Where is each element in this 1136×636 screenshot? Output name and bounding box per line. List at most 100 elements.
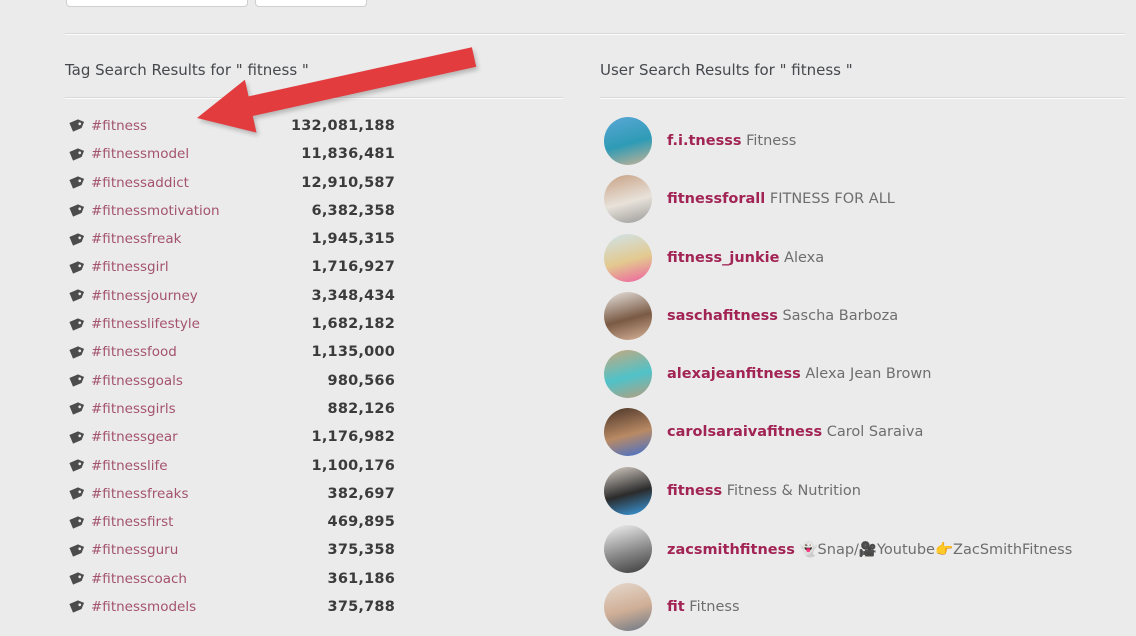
username-link[interactable]: fitnessforall bbox=[667, 191, 766, 208]
tag-link[interactable]: #fitnessgoals bbox=[91, 372, 183, 389]
tag-row: #fitnesslifestyle 1,682,182 bbox=[65, 310, 395, 338]
tag-link[interactable]: #fitness bbox=[91, 117, 148, 134]
tag-row: #fitnessgirl 1,716,927 bbox=[65, 253, 395, 281]
user-text: fitnessforall FITNESS FOR ALL bbox=[667, 191, 895, 207]
tag-count: 12,910,587 bbox=[301, 174, 395, 191]
tag-icon bbox=[66, 597, 86, 617]
user-row: fitnessforall FITNESS FOR ALL bbox=[600, 170, 1125, 228]
tag-link[interactable]: #fitnessfood bbox=[91, 344, 177, 361]
tag-row: #fitnesslife 1,100,176 bbox=[65, 451, 395, 479]
user-results-panel: User Search Results for " fitness " f.i.… bbox=[600, 33, 1125, 636]
tag-icon bbox=[66, 512, 86, 532]
user-text: carolsaraivafitness Carol Saraiva bbox=[667, 424, 923, 440]
tag-link[interactable]: #fitnessjourney bbox=[91, 287, 198, 304]
tag-link[interactable]: #fitnesslife bbox=[91, 457, 168, 474]
tag-row: #fitnessfreaks 382,697 bbox=[65, 480, 395, 508]
tag-link[interactable]: #fitnessgirls bbox=[91, 400, 176, 417]
user-avatar[interactable] bbox=[604, 525, 652, 574]
user-row: fitness_junkie Alexa bbox=[600, 228, 1125, 286]
user-row: f.i.tnesss Fitness bbox=[600, 112, 1125, 170]
tag-link[interactable]: #fitnessaddict bbox=[91, 174, 189, 191]
user-text: f.i.tnesss Fitness bbox=[667, 133, 796, 149]
tag-icon bbox=[66, 144, 86, 164]
tag-icon bbox=[66, 201, 86, 221]
tag-row: #fitnesscoach 361,186 bbox=[65, 565, 395, 593]
user-avatar[interactable] bbox=[604, 350, 652, 399]
tag-row: #fitnessgear 1,176,982 bbox=[65, 423, 395, 451]
tag-count: 1,176,982 bbox=[311, 429, 395, 446]
user-text: saschafitness Sascha Barboza bbox=[667, 308, 898, 324]
tag-count: 3,348,434 bbox=[311, 287, 395, 304]
tag-icon bbox=[66, 484, 86, 504]
user-row: fit Fitness bbox=[600, 578, 1125, 636]
tag-icon bbox=[66, 343, 86, 363]
user-text: fitness Fitness & Nutrition bbox=[667, 483, 861, 499]
user-fullname: Sascha Barboza bbox=[782, 307, 899, 324]
tag-row: #fitnessmodels 375,788 bbox=[65, 593, 395, 621]
username-link[interactable]: fitness_junkie bbox=[667, 249, 780, 266]
tag-link[interactable]: #fitnessmodels bbox=[91, 598, 197, 615]
tag-link[interactable]: #fitnessfreak bbox=[91, 231, 182, 248]
tag-count: 1,135,000 bbox=[311, 344, 395, 361]
user-avatar[interactable] bbox=[604, 466, 652, 515]
username-link[interactable]: fitness bbox=[667, 482, 723, 499]
tag-link[interactable]: #fitnesslifestyle bbox=[91, 316, 200, 333]
tag-link[interactable]: #fitnessmotivation bbox=[91, 202, 220, 219]
tag-count: 1,100,176 bbox=[311, 457, 395, 474]
user-row: fitness Fitness & Nutrition bbox=[600, 462, 1125, 520]
username-link[interactable]: saschafitness bbox=[667, 307, 778, 324]
tag-icon bbox=[66, 173, 86, 193]
user-row: alexajeanfitness Alexa Jean Brown bbox=[600, 345, 1125, 403]
tag-link[interactable]: #fitnessgear bbox=[91, 429, 178, 446]
tag-icon bbox=[66, 541, 86, 561]
user-fullname: Fitness & Nutrition bbox=[726, 482, 861, 499]
top-divider bbox=[65, 33, 1125, 34]
tag-count: 382,697 bbox=[327, 485, 395, 502]
tag-count: 375,788 bbox=[327, 598, 395, 615]
tag-count: 980,566 bbox=[327, 372, 395, 389]
tag-link[interactable]: #fitnessfirst bbox=[91, 514, 174, 531]
user-avatar[interactable] bbox=[604, 175, 652, 224]
search-button[interactable] bbox=[255, 0, 367, 7]
user-fullname: Alexa bbox=[784, 249, 825, 266]
user-avatar[interactable] bbox=[604, 116, 652, 165]
user-list: f.i.tnesss Fitness fitnessforall FITNESS… bbox=[600, 98, 1125, 636]
user-fullname: Fitness bbox=[689, 599, 740, 616]
tag-row: #fitnessfreak 1,945,315 bbox=[65, 225, 395, 253]
search-input[interactable] bbox=[66, 0, 248, 7]
tag-link[interactable]: #fitnessfreaks bbox=[91, 485, 189, 502]
tag-results-title: Tag Search Results for " fitness " bbox=[65, 33, 563, 98]
tag-icon bbox=[66, 286, 86, 306]
tag-link[interactable]: #fitnessmodel bbox=[91, 146, 190, 163]
user-avatar[interactable] bbox=[604, 408, 652, 457]
username-link[interactable]: carolsaraivafitness bbox=[667, 424, 823, 441]
user-text: zacsmithfitness 👻Snap/🎥Youtube👉ZacSmithF… bbox=[667, 541, 1072, 558]
tag-row: #fitnessmodel 11,836,481 bbox=[65, 140, 395, 168]
tag-count: 469,895 bbox=[327, 514, 395, 531]
username-link[interactable]: fit bbox=[667, 599, 685, 616]
tag-row: #fitnessmotivation 6,382,358 bbox=[65, 197, 395, 225]
tag-count: 132,081,188 bbox=[290, 117, 395, 134]
user-text: alexajeanfitness Alexa Jean Brown bbox=[667, 366, 931, 382]
tag-count: 882,126 bbox=[327, 400, 395, 417]
tag-results-panel: Tag Search Results for " fitness " #fitn… bbox=[65, 33, 563, 621]
tag-row: #fitnessfirst 469,895 bbox=[65, 508, 395, 536]
username-link[interactable]: zacsmithfitness bbox=[667, 541, 795, 558]
tag-link[interactable]: #fitnessguru bbox=[91, 542, 179, 559]
tag-icon bbox=[66, 371, 86, 391]
user-avatar[interactable] bbox=[604, 291, 652, 340]
tag-icon bbox=[66, 258, 86, 278]
user-text: fitness_junkie Alexa bbox=[667, 250, 824, 266]
username-link[interactable]: alexajeanfitness bbox=[667, 366, 801, 383]
user-avatar[interactable] bbox=[604, 233, 652, 282]
tag-row: #fitnessaddict 12,910,587 bbox=[65, 168, 395, 196]
tag-row: #fitnessgoals 980,566 bbox=[65, 366, 395, 394]
user-fullname: Alexa Jean Brown bbox=[805, 366, 932, 383]
tag-link[interactable]: #fitnessgirl bbox=[91, 259, 169, 276]
tag-count: 1,945,315 bbox=[311, 231, 395, 248]
tag-icon bbox=[66, 314, 86, 334]
tag-link[interactable]: #fitnesscoach bbox=[91, 570, 187, 587]
user-avatar[interactable] bbox=[604, 583, 652, 632]
username-link[interactable]: f.i.tnesss bbox=[667, 132, 742, 149]
